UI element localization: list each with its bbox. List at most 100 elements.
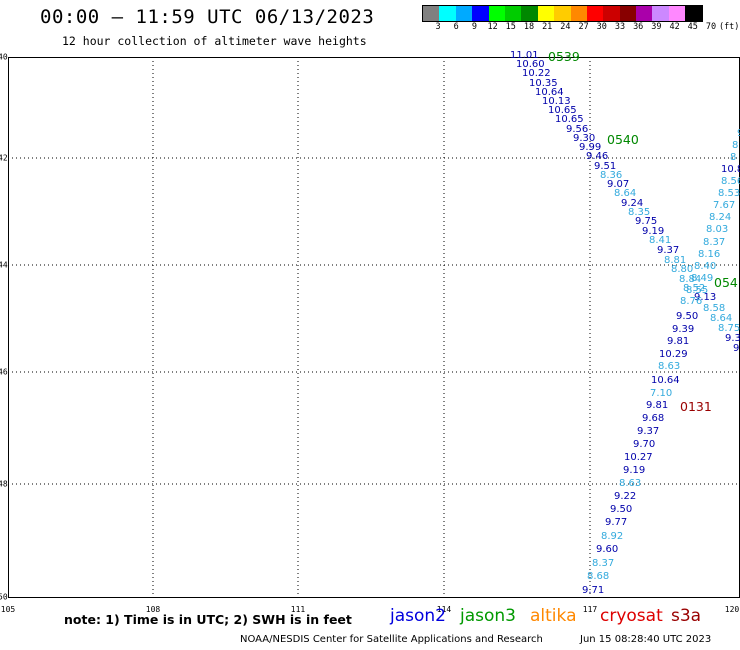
color-scale-bar	[422, 5, 703, 22]
wave-height-label: 9.81	[667, 336, 690, 347]
lat-label-42: 42	[0, 153, 8, 163]
color-swatch	[554, 6, 571, 21]
wave-height-label: 9.51	[594, 161, 617, 172]
wave-height-label: 9.81	[646, 400, 669, 411]
wave-height-label: 9.19	[623, 465, 646, 476]
pass-time-label: 0540	[607, 132, 639, 147]
wave-height-label: 8.53	[718, 188, 740, 199]
wave-height-label: 10.27	[624, 452, 653, 463]
color-scale-label: 12	[487, 22, 498, 32]
lon-label-120: 120	[724, 605, 740, 614]
wave-height-label: 8.75	[718, 323, 740, 334]
color-scale-label: 42	[669, 22, 680, 32]
wave-height-label: 8.49	[691, 273, 714, 284]
wave-height-label: 9.71	[582, 585, 605, 596]
color-swatch	[537, 6, 555, 21]
wave-height-label: 8.64	[614, 188, 637, 199]
color-swatch	[586, 6, 604, 21]
legend-jason3: jason3	[460, 606, 516, 626]
wave-height-label: 9.22	[614, 491, 637, 502]
color-swatch	[423, 6, 440, 21]
wave-height-label: 10.35	[529, 78, 558, 89]
pass-time-label: 054	[714, 275, 738, 290]
wave-height-label: 8.81	[664, 255, 687, 266]
wave-height-label: 9	[737, 128, 740, 139]
wave-height-label: 10.65	[555, 114, 584, 125]
wave-height-label: 9.50	[610, 504, 633, 515]
color-scale-label: 21	[542, 22, 553, 32]
legend-altika: altika	[530, 606, 577, 626]
color-scale-label: 18	[523, 22, 535, 32]
wave-height-label: 9.3	[725, 333, 740, 344]
wave-height-label: 9.77	[605, 517, 628, 528]
wave-height-label: 8.24	[709, 212, 732, 223]
color-swatch	[504, 6, 522, 21]
wave-height-label: 8	[730, 152, 737, 163]
lat-label-48: 48	[0, 479, 8, 489]
wave-height-label: 8.56	[721, 176, 740, 187]
color-swatch	[439, 6, 456, 21]
legend-s3a: s3a	[671, 606, 702, 626]
legend-jason2: jason2	[390, 606, 446, 626]
color-scale-label: (ft)	[718, 22, 740, 32]
color-scale-label: 45	[687, 22, 698, 32]
wave-height-label: 9.30	[573, 133, 596, 144]
wave-height-label: 8.37	[592, 558, 615, 569]
pass-time-label: 0539	[548, 49, 580, 64]
wave-height-label: 8.63	[619, 478, 642, 489]
wave-height-label: 7.10	[650, 388, 673, 399]
wave-height-label: 7.67	[713, 200, 736, 211]
lat-label-50: 50	[0, 592, 8, 602]
lat-label-44: 44	[0, 260, 8, 270]
credit-text: NOAA/NESDIS Center for Satellite Applica…	[240, 634, 543, 645]
pass-time-label: 0131	[680, 399, 712, 414]
color-scale-label: 39	[651, 22, 662, 32]
wave-height-label: 10.29	[659, 349, 688, 360]
color-swatch	[668, 6, 686, 21]
color-swatch	[652, 6, 669, 21]
color-swatch	[636, 6, 653, 21]
color-swatch	[685, 6, 702, 21]
color-scale-label: 6	[453, 22, 459, 32]
color-swatch	[619, 6, 637, 21]
color-swatch	[455, 6, 473, 21]
wave-height-label: 8.40	[694, 261, 717, 272]
color-scale-label: 30	[596, 22, 607, 32]
wave-height-label: 8.63	[658, 361, 681, 372]
wave-height-label: 10.65	[548, 105, 577, 116]
wave-height-label: 8.36	[600, 170, 623, 181]
wave-height-label: 9.70	[633, 439, 656, 450]
wave-height-label: 9.37	[637, 426, 660, 437]
wave-height-label: 8.52	[683, 283, 706, 294]
wave-height-label: 9.19	[642, 226, 665, 237]
wave-height-label: 9.75	[635, 216, 658, 227]
wave-height-label: 8.03	[706, 224, 729, 235]
page-subtitle: 12 hour collection of altimeter wave hei…	[62, 34, 367, 48]
wave-height-label: 9.13	[694, 292, 717, 303]
wave-height-label: 8.76	[680, 296, 703, 307]
wave-height-label: 9.68	[642, 413, 665, 424]
lat-label-46: 46	[0, 367, 8, 377]
color-swatch	[603, 6, 620, 21]
units-note: note: 1) Time is in UTC; 2) SWH is in fe…	[64, 612, 352, 627]
color-scale-label: 9	[471, 22, 477, 32]
lon-label-105: 105	[0, 605, 16, 614]
color-scale-label: 36	[633, 22, 644, 32]
lat-label-40: 40	[0, 52, 8, 62]
wave-height-label: 8	[732, 140, 739, 151]
wave-height-label: 9.39	[672, 324, 695, 335]
lon-label-111: 111	[290, 605, 306, 614]
wave-height-label: 9.60	[596, 544, 619, 555]
wave-height-label: 9	[733, 343, 740, 354]
wave-height-label: 10.60	[516, 59, 545, 70]
wave-height-label: 10.8	[721, 164, 740, 175]
lon-label-108: 108	[145, 605, 161, 614]
wave-height-label: 8.84	[679, 274, 702, 285]
wave-height-label: 8.55	[686, 285, 709, 296]
color-swatch	[570, 6, 587, 21]
wave-height-label: 9.56	[566, 124, 589, 135]
color-scale-label: 70	[705, 22, 717, 32]
wave-height-label: 10.22	[522, 68, 551, 79]
wave-height-label: 8.37	[703, 237, 726, 248]
wave-height-label: 10.13	[542, 96, 571, 107]
